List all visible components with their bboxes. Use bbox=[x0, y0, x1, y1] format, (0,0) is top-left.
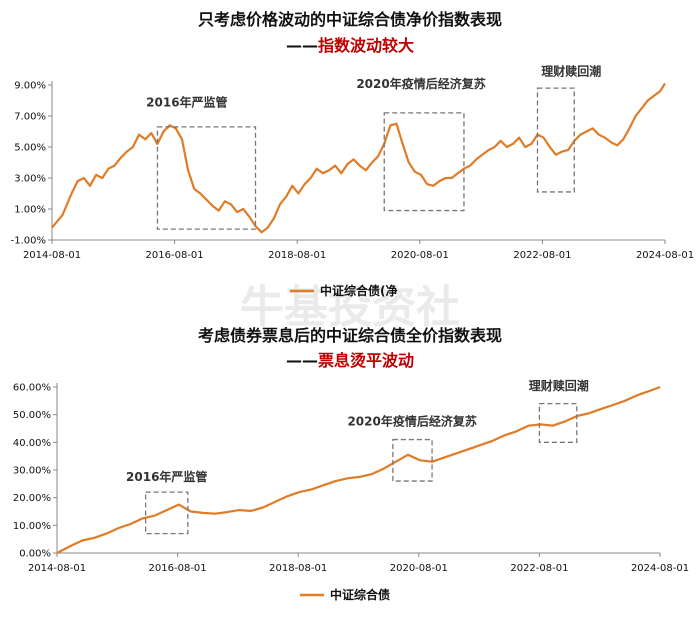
y-tick-label: 1.00% bbox=[14, 205, 46, 216]
x-tick-label: 2014-08-01 bbox=[28, 563, 86, 574]
y-tick-label: 7.00% bbox=[14, 112, 46, 123]
x-tick-label: 2024-08-01 bbox=[631, 563, 689, 574]
chart2-title: 考虑债券票息后的中证综合债全价指数表现 bbox=[197, 326, 502, 345]
annotation-box bbox=[383, 112, 465, 212]
annotation-label: 2020年疫情后经济复苏 bbox=[347, 414, 476, 429]
annotation-box bbox=[156, 126, 257, 230]
x-tick-label: 2024-08-01 bbox=[636, 250, 694, 261]
y-tick-label: 60.00% bbox=[13, 383, 51, 394]
y-tick-label: 0.00% bbox=[19, 549, 51, 560]
annotation-label: 理财赎回潮 bbox=[541, 64, 601, 79]
series-line bbox=[51, 82, 666, 234]
chart2-subtitle: ——票息烫平波动 bbox=[0, 347, 700, 371]
annotation-box bbox=[536, 87, 575, 193]
annotation-label: 2016年严监管 bbox=[146, 95, 227, 110]
chart2-subtitle-red: 票息烫平波动 bbox=[317, 351, 414, 370]
legend-label: 中证综合债(净 bbox=[320, 283, 398, 298]
chart2-subtitle-dash: —— bbox=[285, 351, 318, 370]
x-tick-label: 2022-08-01 bbox=[510, 563, 568, 574]
x-tick-label: 2022-08-01 bbox=[513, 250, 571, 261]
y-tick-label: 10.00% bbox=[13, 521, 51, 532]
y-tick-label: -1.00% bbox=[11, 236, 46, 247]
chart1-subtitle-dash: —— bbox=[285, 36, 318, 55]
x-tick-label: 2020-08-01 bbox=[391, 250, 449, 261]
chart1: -1.00% 1.00% 3.00% 5.00% 7.00% 9.00% 2014-08-0… bbox=[11, 64, 694, 298]
annotation-box bbox=[538, 402, 578, 443]
annotation-label: 理财赎回潮 bbox=[529, 378, 589, 393]
annotation-box bbox=[392, 438, 433, 482]
x-tick-label: 2016-08-01 bbox=[146, 250, 204, 261]
annotation-label: 2020年疫情后经济复苏 bbox=[356, 76, 485, 91]
y-tick-label: 5.00% bbox=[14, 143, 46, 154]
x-tick-label: 2020-08-01 bbox=[390, 563, 448, 574]
x-tick-label: 2018-08-01 bbox=[268, 250, 326, 261]
series-line bbox=[56, 385, 661, 554]
y-tick-label: 50.00% bbox=[13, 410, 51, 421]
y-tick-label: 9.00% bbox=[14, 81, 46, 92]
annotation-label: 2016年严监管 bbox=[126, 469, 207, 484]
legend-label: 中证综合债 bbox=[330, 587, 390, 602]
y-tick-label: 20.00% bbox=[13, 493, 51, 504]
chart1-subtitle: ——指数波动较大 bbox=[0, 32, 700, 56]
chart1-title: 只考虑价格波动的中证综合债净价指数表现 bbox=[197, 10, 502, 29]
chart1-subtitle-red: 指数波动较大 bbox=[317, 36, 414, 55]
y-tick-label: 30.00% bbox=[13, 466, 51, 477]
annotation-box bbox=[144, 491, 189, 535]
watermark-text: 牛基投资社 bbox=[240, 282, 460, 333]
chart2: 0.00% 10.00% 20.00% 30.00% 40.00% 50.00% 60.00… bbox=[13, 378, 689, 602]
y-tick-label: 3.00% bbox=[14, 174, 46, 185]
x-tick-label: 2014-08-01 bbox=[23, 250, 81, 261]
y-tick-label: 40.00% bbox=[13, 438, 51, 449]
x-tick-label: 2018-08-01 bbox=[269, 563, 327, 574]
x-tick-label: 2016-08-01 bbox=[149, 563, 207, 574]
